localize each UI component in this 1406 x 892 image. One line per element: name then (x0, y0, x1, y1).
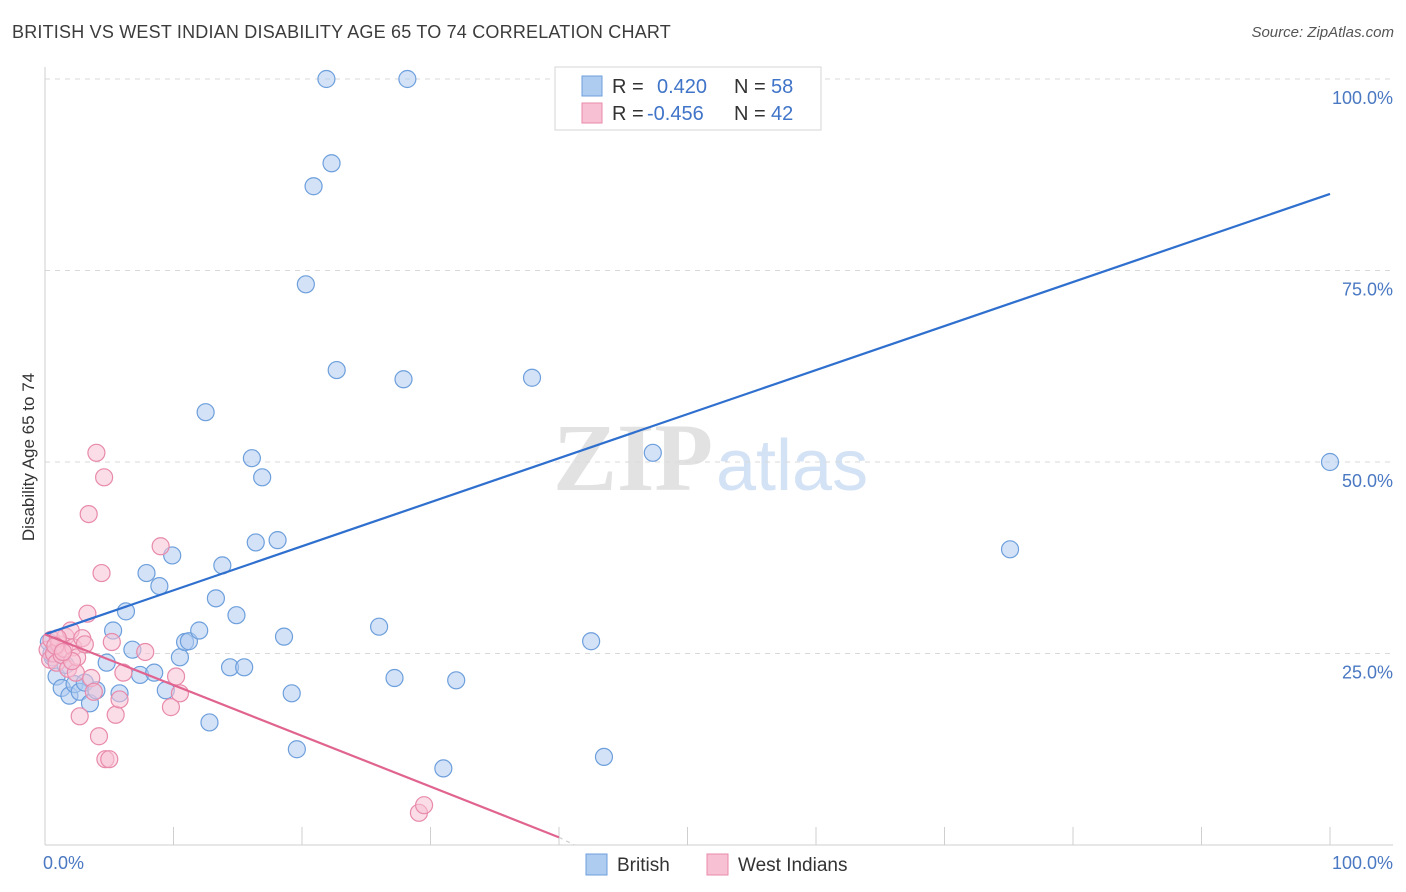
y-tick-label-25: 25.0% (1342, 663, 1393, 683)
point-british-39 (287, 740, 306, 759)
point-british-45 (370, 617, 389, 636)
legend-r-label-1: R = (612, 76, 644, 98)
point-british-54 (643, 443, 662, 462)
x-tick-label-min: 0.0% (43, 853, 84, 873)
point-west-indians-37 (414, 796, 434, 815)
chart-title: BRITISH VS WEST INDIAN DISABILITY AGE 65… (12, 22, 671, 42)
bottom-legend-swatch-british[interactable] (585, 853, 608, 876)
y-tick-label-75: 75.0% (1342, 280, 1393, 300)
point-british-31 (227, 606, 246, 625)
y-axis-label: Disability Age 65 to 74 (19, 373, 38, 541)
point-british-56 (1320, 452, 1340, 472)
legend-n-label-2: N = (734, 103, 766, 125)
point-british-47 (394, 370, 413, 389)
axes (44, 67, 1393, 846)
point-british-28 (206, 589, 226, 608)
point-british-35 (253, 468, 272, 487)
point-west-indians-27 (102, 632, 121, 652)
point-west-indians-26 (100, 750, 119, 769)
point-british-38 (282, 684, 301, 703)
stats-legend: R = 0.420 N = 58 R = -0.456 N = 42 (554, 66, 822, 131)
legend-r-value-1: 0.420 (657, 76, 707, 98)
grid-lines (45, 78, 1393, 654)
point-british-44 (327, 360, 346, 380)
point-british-25 (190, 621, 209, 640)
point-west-indians-21 (87, 443, 106, 462)
point-british-43 (322, 154, 341, 173)
point-british-50 (447, 671, 466, 690)
tick-labels: 25.0% 50.0% 75.0% 100.0% 0.0% 100.0% (43, 88, 1393, 873)
point-west-indians-24 (95, 468, 114, 487)
point-british-40 (296, 275, 315, 294)
legend-swatch-west-indians (581, 102, 603, 124)
trend-lines (44, 192, 1331, 846)
point-british-17 (137, 563, 156, 583)
bottom-legend-label-west-indians[interactable]: West Indians (738, 855, 847, 876)
point-west-indians-31 (136, 642, 155, 662)
point-british-37 (274, 627, 294, 646)
x-tick-label-max: 100.0% (1332, 853, 1393, 873)
point-west-indians-41 (53, 642, 73, 662)
point-west-indians-33 (161, 698, 181, 717)
series-legend: British West Indians (585, 853, 847, 876)
point-west-indians-14 (70, 707, 89, 726)
y-tick-label-50: 50.0% (1342, 471, 1393, 491)
watermark-zip: ZIP (553, 404, 713, 511)
source-label: Source: ZipAtlas.com (1251, 24, 1394, 41)
point-british-34 (246, 533, 265, 552)
point-british-32 (235, 658, 254, 677)
point-west-indians-22 (89, 727, 109, 746)
point-west-indians-28 (106, 705, 125, 724)
bottom-legend-swatch-west-indians[interactable] (706, 853, 729, 876)
point-british-27 (200, 713, 219, 732)
point-british-26 (196, 403, 215, 422)
data-points (38, 69, 1340, 822)
y-tick-label-100: 100.0% (1332, 88, 1393, 108)
point-british-42 (317, 69, 336, 89)
point-british-53 (594, 747, 614, 767)
legend-n-value-2: 42 (771, 103, 793, 125)
point-west-indians-23 (92, 563, 111, 583)
trend-line-west-indians (44, 633, 560, 839)
point-west-indians-32 (151, 537, 170, 556)
point-british-52 (582, 632, 601, 651)
point-british-48 (398, 69, 417, 89)
point-british-51 (522, 368, 542, 387)
point-british-41 (304, 177, 323, 196)
bottom-legend-label-british[interactable]: British (617, 855, 670, 876)
point-british-49 (434, 759, 453, 778)
legend-r-value-2: -0.456 (647, 103, 704, 125)
legend-n-value-1: 58 (771, 76, 793, 98)
point-british-36 (268, 531, 287, 550)
point-british-22 (170, 648, 190, 667)
trend-line-british (44, 192, 1331, 636)
legend-swatch-british (581, 75, 603, 97)
trend-line-west-indians-extension (558, 836, 575, 846)
point-west-indians-18 (79, 504, 98, 524)
legend-r-label-2: R = (612, 103, 644, 125)
point-west-indians-29 (110, 690, 129, 709)
point-british-46 (385, 668, 404, 688)
point-british-33 (242, 449, 261, 468)
legend-n-label-1: N = (734, 76, 766, 98)
point-west-indians-20 (84, 682, 103, 701)
point-british-55 (1000, 540, 1020, 559)
watermark-atlas: atlas (716, 426, 868, 506)
point-west-indians-34 (166, 667, 186, 686)
